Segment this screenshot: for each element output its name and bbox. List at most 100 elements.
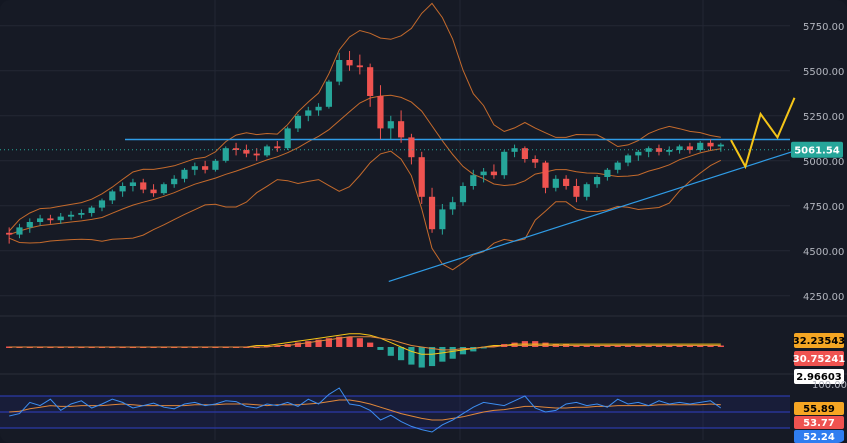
- candle-body[interactable]: [521, 148, 528, 159]
- macd-value-label: 32.23543: [793, 336, 846, 347]
- macd-histogram-bar: [305, 341, 312, 347]
- candle-body[interactable]: [501, 151, 508, 176]
- candle-body[interactable]: [47, 218, 54, 221]
- candle-body[interactable]: [583, 184, 590, 197]
- candle-body[interactable]: [67, 214, 75, 217]
- price-tick-label: 5500.00: [803, 67, 844, 78]
- macd-histogram-bar: [573, 345, 580, 347]
- candle-body[interactable]: [408, 137, 415, 158]
- candle-body[interactable]: [552, 178, 559, 188]
- candle-body[interactable]: [655, 148, 663, 152]
- candle-body[interactable]: [459, 186, 467, 203]
- candle-body[interactable]: [418, 157, 425, 197]
- candle-body[interactable]: [6, 232, 13, 235]
- candle-body[interactable]: [109, 191, 116, 201]
- candle-body[interactable]: [16, 227, 23, 235]
- candle-body[interactable]: [398, 121, 405, 138]
- candle-body[interactable]: [676, 146, 683, 150]
- macd-histogram-bar: [480, 347, 487, 349]
- candle-body[interactable]: [439, 209, 446, 230]
- rsi-value-tag: [794, 416, 844, 429]
- candle-body[interactable]: [697, 142, 704, 150]
- candle-body[interactable]: [490, 171, 498, 176]
- macd-histogram-bar: [418, 347, 425, 368]
- macd-histogram-bar: [676, 345, 683, 347]
- macd-histogram-bar: [645, 345, 652, 347]
- candle-body[interactable]: [367, 67, 374, 96]
- candle-body[interactable]: [315, 106, 322, 111]
- candle-body[interactable]: [635, 151, 642, 156]
- macd-histogram-bar: [346, 336, 353, 347]
- candle-body[interactable]: [98, 200, 106, 208]
- candle-body[interactable]: [37, 218, 44, 222]
- macd-histogram-bar: [367, 342, 374, 347]
- macd-histogram-bar: [717, 345, 724, 347]
- candle-body[interactable]: [78, 213, 85, 215]
- candle-body[interactable]: [202, 166, 209, 170]
- candle-body[interactable]: [181, 169, 188, 179]
- candle-body[interactable]: [222, 148, 229, 161]
- candle-body[interactable]: [336, 60, 343, 82]
- candle-body[interactable]: [346, 60, 353, 66]
- candle-body[interactable]: [542, 162, 549, 188]
- candle-body[interactable]: [57, 216, 64, 221]
- candle-body[interactable]: [717, 144, 724, 147]
- candle-body[interactable]: [150, 189, 157, 194]
- macd-histogram-bar: [707, 345, 714, 347]
- candle-body[interactable]: [470, 175, 477, 186]
- candle-body[interactable]: [88, 207, 95, 213]
- candle-body[interactable]: [532, 159, 539, 163]
- macd-value-label: 2.96603: [796, 372, 842, 383]
- candle-body[interactable]: [511, 148, 518, 152]
- candle-body[interactable]: [253, 153, 260, 156]
- candle-body[interactable]: [305, 110, 312, 116]
- candle-body[interactable]: [573, 186, 580, 197]
- macd-histogram-bar: [336, 336, 343, 347]
- candle-body[interactable]: [232, 148, 240, 150]
- candle-body[interactable]: [593, 177, 601, 185]
- candle-body[interactable]: [263, 146, 271, 156]
- price-tick-label: 4750.00: [803, 202, 844, 213]
- candle-body[interactable]: [26, 222, 33, 228]
- candle-body[interactable]: [119, 186, 126, 192]
- last-price-tag: [791, 141, 843, 158]
- macd-value-tag: [794, 369, 844, 384]
- candle-body[interactable]: [387, 121, 394, 129]
- candle-body[interactable]: [284, 128, 291, 149]
- candle-body[interactable]: [171, 178, 178, 185]
- candle-body[interactable]: [480, 171, 487, 176]
- candle-body[interactable]: [243, 150, 250, 154]
- candle-body[interactable]: [325, 81, 332, 107]
- candle-body[interactable]: [666, 150, 673, 152]
- support-trendline[interactable]: [388, 151, 793, 282]
- candle-body[interactable]: [294, 115, 302, 129]
- candle-body[interactable]: [707, 142, 714, 147]
- macd-value-tag: [794, 333, 844, 348]
- candle-body[interactable]: [129, 182, 137, 186]
- macd-histogram-bar: [542, 342, 549, 347]
- candle-body[interactable]: [604, 169, 611, 177]
- candle-body[interactable]: [686, 146, 693, 150]
- candle-body[interactable]: [377, 96, 384, 129]
- candle-body[interactable]: [274, 146, 281, 149]
- candle-body[interactable]: [624, 155, 632, 163]
- candle-body[interactable]: [356, 65, 363, 68]
- candle-body[interactable]: [140, 182, 147, 190]
- candle-body[interactable]: [428, 196, 436, 230]
- macd-value-tag: [794, 351, 844, 366]
- rsi-tick-label: 100.00: [812, 380, 847, 391]
- candle-body[interactable]: [563, 178, 570, 186]
- price-tick-label: 5000.00: [803, 157, 844, 168]
- projection-path[interactable]: [730, 97, 796, 170]
- rsi-value-label: 52.24: [803, 432, 835, 443]
- price-tick-label: 4250.00: [803, 292, 844, 303]
- last-price-label: 5061.54: [794, 146, 840, 157]
- candle-body[interactable]: [449, 202, 456, 210]
- candle-body[interactable]: [212, 160, 219, 170]
- macd-histogram-bar: [387, 347, 394, 356]
- candle-body[interactable]: [614, 162, 621, 170]
- candle-body[interactable]: [160, 184, 167, 194]
- candle-body[interactable]: [191, 166, 198, 170]
